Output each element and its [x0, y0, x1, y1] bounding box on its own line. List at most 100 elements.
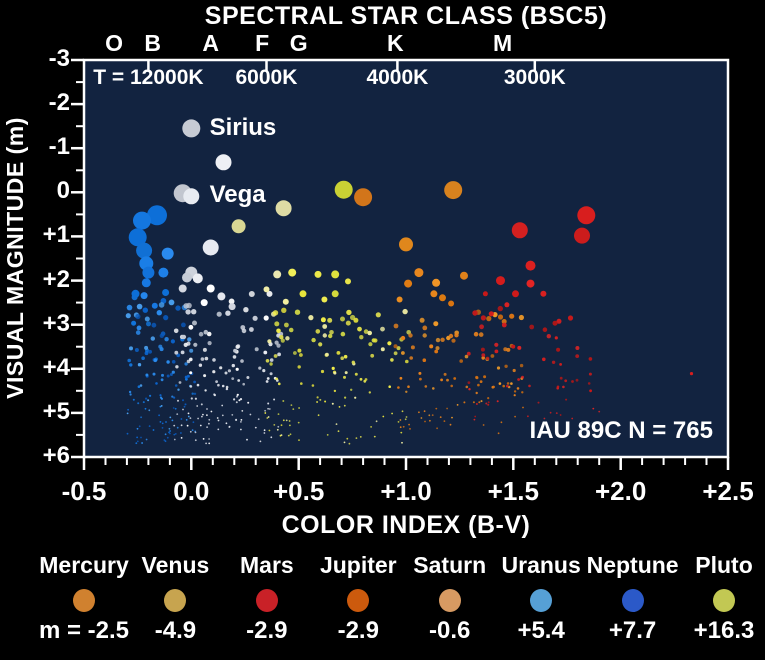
- field-star-dot: [298, 407, 300, 409]
- field-star-dot: [216, 311, 222, 317]
- field-star-dot: [186, 302, 192, 309]
- field-star-dot: [221, 404, 224, 407]
- field-star-dot: [519, 363, 524, 368]
- field-star-dot: [481, 353, 486, 357]
- field-star-dot: [266, 417, 269, 419]
- field-star-dot: [496, 366, 501, 370]
- field-star-dot: [158, 344, 163, 349]
- field-star-dot: [353, 317, 359, 323]
- field-star-dot: [400, 335, 406, 341]
- bright-star-dot: [399, 237, 413, 252]
- field-star-dot: [192, 421, 195, 424]
- field-star-dot: [472, 401, 475, 404]
- field-star-dot: [190, 397, 193, 400]
- field-star-dot: [228, 426, 231, 428]
- annotation-vega: Vega: [209, 180, 266, 208]
- field-star-dot: [488, 311, 494, 317]
- field-star-dot: [408, 333, 413, 338]
- field-star-dot: [127, 408, 129, 411]
- field-star-dot: [292, 408, 295, 410]
- field-star-dot: [180, 424, 183, 427]
- field-star-dot: [487, 397, 490, 400]
- field-star-dot: [217, 419, 220, 422]
- field-star-dot: [140, 416, 143, 419]
- field-star-dot: [467, 381, 471, 384]
- field-star-dot: [333, 389, 337, 393]
- field-star-dot: [513, 390, 517, 393]
- field-star-dot: [176, 353, 181, 358]
- bright-star-dot: [136, 242, 153, 259]
- field-star-dot: [198, 363, 203, 367]
- bright-star-dot: [228, 303, 236, 311]
- field-star-dot: [202, 413, 204, 416]
- field-star-dot: [510, 382, 513, 385]
- y-tick-label: +3: [42, 309, 70, 337]
- field-star-dot: [147, 399, 150, 402]
- field-star-dot: [170, 339, 175, 344]
- field-star-dot: [237, 379, 241, 382]
- field-star-dot: [175, 305, 181, 311]
- field-star-dot: [331, 402, 334, 405]
- field-star-dot: [407, 385, 410, 389]
- spectral-class-G: G: [289, 30, 308, 56]
- field-star-dot: [145, 373, 149, 377]
- field-star-dot: [269, 362, 273, 366]
- field-star-dot: [280, 338, 285, 343]
- field-star-dot: [189, 357, 193, 362]
- field-star-dot: [194, 439, 197, 442]
- bright-star-dot: [140, 292, 148, 300]
- field-star-dot: [178, 381, 182, 384]
- bright-star-dot: [183, 188, 200, 205]
- field-star-dot: [158, 302, 165, 308]
- field-star-dot: [182, 408, 184, 411]
- field-star-dot: [399, 426, 402, 429]
- field-star-dot: [350, 388, 353, 391]
- field-star-dot: [194, 431, 197, 434]
- field-star-dot: [555, 412, 558, 414]
- field-star-dot: [552, 320, 558, 326]
- legend-planet-magnitude: -2.9: [337, 617, 379, 644]
- field-star-dot: [402, 308, 408, 315]
- field-star-dot: [279, 434, 282, 437]
- field-star-dot: [274, 340, 279, 345]
- field-star-dot: [422, 325, 428, 331]
- field-star-dot: [176, 426, 179, 429]
- field-star-dot: [542, 357, 546, 362]
- field-star-dot: [318, 342, 323, 347]
- field-star-dot: [141, 356, 145, 361]
- field-star-dot: [367, 330, 373, 336]
- field-star-dot: [466, 351, 471, 356]
- field-star-dot: [346, 309, 352, 316]
- x-axis-title: COLOR INDEX (B-V): [281, 511, 531, 539]
- field-star-dot: [136, 436, 139, 439]
- field-star-dot: [272, 310, 279, 316]
- field-star-dot: [183, 342, 188, 347]
- field-star-dot: [432, 387, 435, 390]
- field-star-dot: [177, 388, 180, 391]
- field-star-dot: [297, 421, 300, 424]
- field-star-dot: [397, 386, 400, 389]
- field-star-dot: [436, 427, 438, 430]
- field-star-dot: [277, 352, 281, 357]
- bright-star-dot: [273, 270, 282, 279]
- annotation-iau-89c-n-765: IAU 89C N = 765: [529, 416, 713, 444]
- field-star-dot: [200, 403, 203, 406]
- field-star-dot: [224, 371, 228, 375]
- field-star-dot: [473, 331, 479, 337]
- bright-star-dot: [554, 336, 558, 340]
- field-star-dot: [169, 373, 173, 376]
- field-star-dot: [164, 433, 167, 436]
- bright-star-dot: [345, 278, 351, 285]
- y-tick-label: 0: [56, 177, 70, 205]
- field-star-dot: [206, 426, 209, 428]
- field-star-dot: [136, 303, 143, 310]
- legend-planet-magnitude: m = -2.5: [38, 617, 130, 644]
- bright-star-dot: [354, 188, 373, 207]
- field-star-dot: [216, 417, 219, 419]
- field-star-dot: [298, 439, 300, 441]
- field-star-dot: [173, 433, 176, 436]
- field-star-dot: [513, 394, 516, 397]
- legend-planet-dot: [255, 589, 278, 612]
- field-star-dot: [145, 397, 148, 400]
- field-star-dot: [479, 324, 484, 330]
